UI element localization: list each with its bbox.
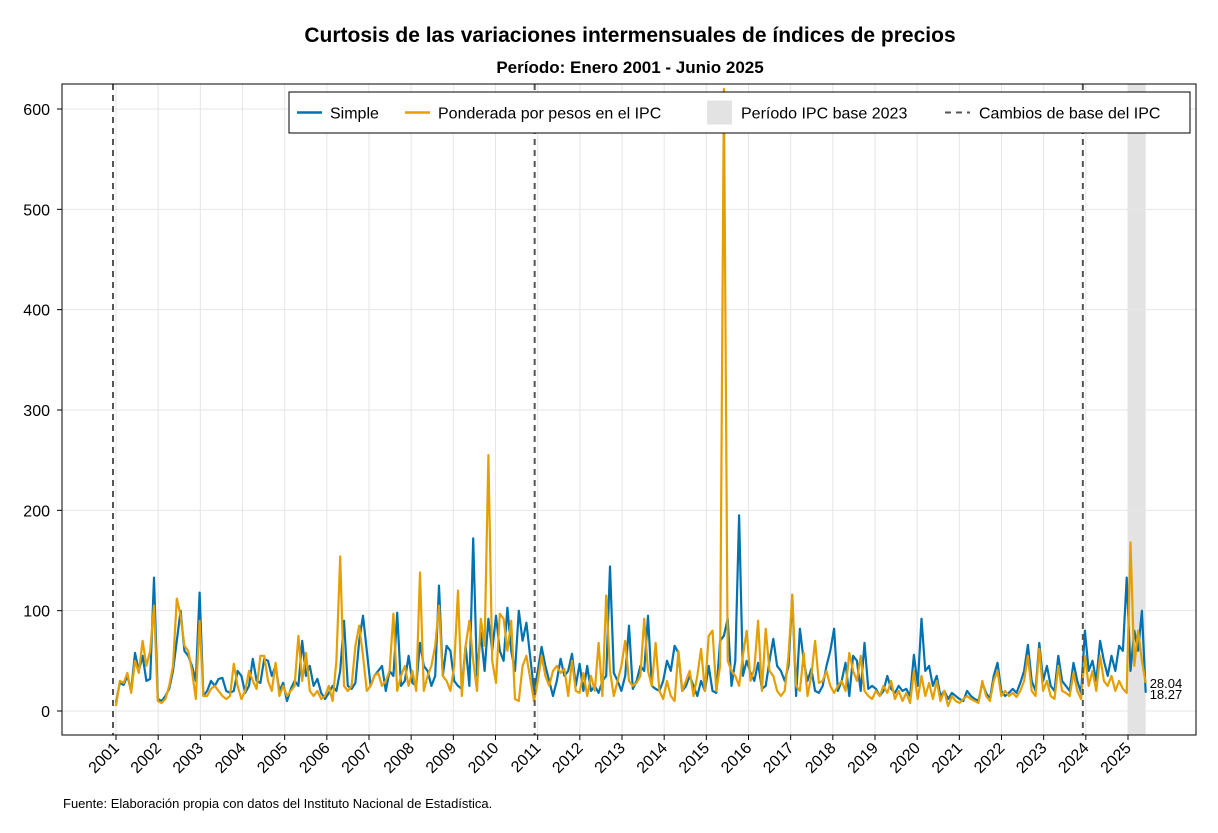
legend-base-change-label: Cambios de base del IPC: [979, 106, 1160, 123]
series-simple-line: [114, 514, 1147, 704]
x-tick-label: 2016: [718, 740, 755, 777]
end-label-simple: 18.27: [1150, 687, 1183, 702]
x-tick-label: 2021: [929, 740, 966, 777]
x-tick-label: 2017: [760, 740, 797, 777]
chart-title: Curtosis de las variaciones intermensual…: [304, 24, 955, 47]
legend-weighted-label: Ponderada por pesos en el IPC: [438, 106, 661, 123]
x-tick-label: 2024: [1055, 740, 1092, 777]
x-tick-label: 2004: [212, 740, 249, 777]
x-tick-label: 2025: [1098, 740, 1135, 777]
end-label-weighted: 28.04: [1150, 676, 1183, 691]
x-tick-label: 2015: [676, 740, 713, 777]
y-tick-label: 100: [23, 604, 50, 621]
x-tick-label: 2003: [170, 740, 207, 777]
x-tick-label: 2002: [128, 740, 165, 777]
y-tick-label: 500: [23, 202, 50, 219]
x-tick-label: 2011: [508, 740, 544, 776]
y-tick-label: 300: [23, 403, 50, 420]
x-tick-label: 2012: [549, 740, 586, 777]
y-tick-label: 600: [23, 102, 50, 119]
x-tick-label: 2009: [423, 740, 460, 777]
x-tick-label: 2007: [339, 740, 376, 777]
x-tick-label: 2014: [634, 740, 671, 777]
x-tick-label: 2020: [887, 740, 924, 777]
x-tick-label: 2013: [592, 740, 629, 777]
chart-subtitle: Período: Enero 2001 - Junio 2025: [496, 58, 763, 77]
y-tick-label: 0: [41, 704, 50, 721]
x-tick-label: 2001: [86, 740, 123, 777]
y-tick-label: 200: [23, 503, 50, 520]
x-tick-label: 2018: [802, 740, 839, 777]
legend-shaded-label: Período IPC base 2023: [741, 106, 907, 123]
y-tick-label: 400: [23, 303, 50, 320]
legend-shaded-swatch: [707, 100, 732, 125]
x-tick-label: 2019: [845, 740, 882, 777]
x-tick-label: 2010: [465, 740, 502, 777]
x-tick-label: 2022: [971, 740, 1008, 777]
series-weighted-line: [114, 87, 1147, 708]
x-tick-label: 2023: [1013, 740, 1050, 777]
legend-simple-label: Simple: [330, 106, 379, 123]
x-tick-label: 2008: [381, 740, 418, 777]
x-tick-label: 2006: [296, 740, 333, 777]
plot-frame: [61, 83, 1197, 736]
x-tick-label: 2005: [254, 740, 291, 777]
chart-source: Fuente: Elaboración propia con datos del…: [63, 796, 492, 811]
legend-box: [288, 91, 1191, 134]
